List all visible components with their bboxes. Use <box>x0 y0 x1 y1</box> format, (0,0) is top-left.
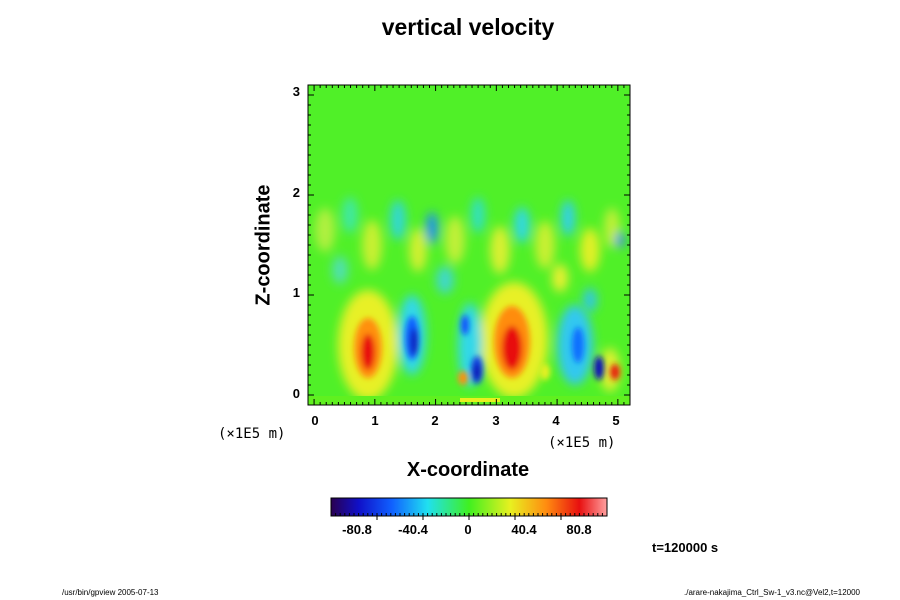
y-tick-label: 0 <box>292 386 300 401</box>
x-tick-label: 0 <box>311 413 319 428</box>
x-tick-label: 5 <box>612 413 620 428</box>
colorbar-tick-label: 80.8 <box>566 522 592 537</box>
footer-command: /usr/bin/gpview 2005-07-13 <box>62 588 159 597</box>
colorbar-tick-label: -80.8 <box>342 522 372 537</box>
colorbar-tick-label: -40.4 <box>398 522 428 537</box>
footer-source: ./arare-nakajima_Ctrl_Sw-1_v3.nc@Vel2,t=… <box>684 588 860 597</box>
y-tick-label: 1 <box>292 285 300 300</box>
time-label: t=120000 s <box>652 540 719 555</box>
x-axis-unit: (×1E5 m) <box>548 435 616 451</box>
y-tick-label: 2 <box>292 185 300 200</box>
colorbar-ticks <box>335 513 603 520</box>
chart-title: vertical velocity <box>381 14 555 40</box>
y-axis-unit: (×1E5 m) <box>218 426 286 442</box>
surface-streak <box>460 398 500 402</box>
axis-ticks <box>308 84 631 405</box>
velocity-field <box>308 197 630 405</box>
x-axis-label: X-coordinate <box>406 459 530 481</box>
y-tick-label: 3 <box>292 84 300 99</box>
x-tick-label: 3 <box>492 413 500 428</box>
colorbar-tick-label: 40.4 <box>511 522 537 537</box>
turbulence-texture <box>315 197 624 312</box>
intense-cores <box>354 306 620 385</box>
x-tick-label: 4 <box>552 413 560 428</box>
x-tick-label: 1 <box>371 413 379 428</box>
colorbar-tick-label: 0 <box>464 522 472 537</box>
x-tick-label: 2 <box>431 413 439 428</box>
